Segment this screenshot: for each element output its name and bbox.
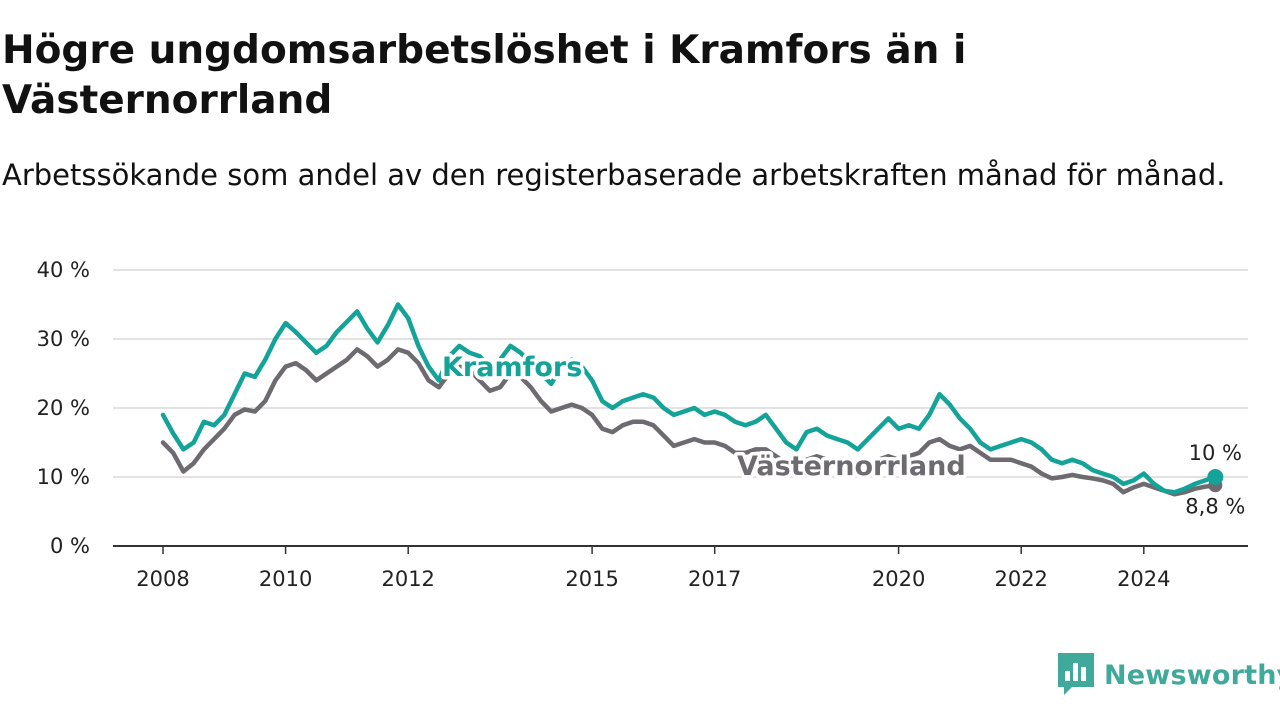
chart-subtitle: Arbetssökande som andel av den registerb… [2,158,1226,192]
x-tick-label: 2024 [1117,567,1170,591]
x-tick-label: 2017 [688,567,741,591]
x-tick-label: 2022 [994,567,1047,591]
end-label-vasternorrland: 8,8 % [1185,494,1245,518]
y-tick-label: 40 % [37,258,90,282]
y-axis: 0 % 10 % 20 % 30 % 40 % [37,258,90,558]
end-marker-kramfors [1207,469,1224,485]
series-labels: Kramfors Västernorrland 10 % 8,8 % [439,349,1246,519]
end-label-kramfors: 10 % [1189,441,1242,465]
series-label-vasternorrland: Västernorrland [737,451,966,482]
x-tick-label: 2008 [136,567,189,591]
series-line-kramfors [160,302,1218,495]
brand-name: Newsworthy [1104,659,1280,691]
series-line-vasternorrland [160,347,1218,497]
x-tick-label: 2010 [259,567,312,591]
series-lines [160,302,1218,497]
newsworthy-logo: Newsworthy [1058,653,1280,697]
series-label-kramfors: Kramfors [442,352,582,383]
x-axis: 2008 2010 2012 2015 2017 2020 2022 2024 [113,545,1248,591]
y-tick-label: 30 % [37,327,90,351]
y-tick-label: 0 % [50,534,90,558]
x-tick-label: 2015 [565,567,618,591]
y-tick-label: 20 % [37,396,90,420]
x-tick-label: 2012 [381,567,434,591]
x-tick-label: 2020 [872,567,925,591]
newsworthy-logo-icon [1058,653,1094,695]
chart-title: Högre ungdomsarbetslöshet i Kramfors än … [2,28,967,123]
y-tick-label: 10 % [37,465,90,489]
